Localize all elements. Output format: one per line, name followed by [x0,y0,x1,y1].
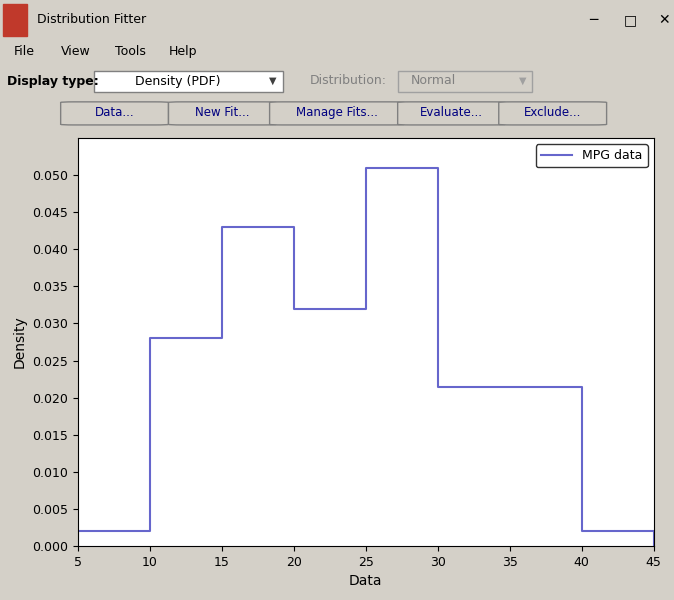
Text: File: File [13,45,34,58]
Text: □: □ [623,13,637,27]
FancyBboxPatch shape [398,102,506,125]
Y-axis label: Density: Density [12,316,26,368]
FancyBboxPatch shape [94,70,283,91]
Text: ▼: ▼ [269,76,277,86]
FancyBboxPatch shape [398,70,532,91]
Bar [3,4,27,35]
Text: Data...: Data... [95,106,134,119]
Text: ▼: ▼ [518,76,526,86]
Text: View: View [61,45,90,58]
FancyBboxPatch shape [270,102,404,125]
FancyBboxPatch shape [61,102,168,125]
Text: ─: ─ [589,13,597,27]
Text: Distribution Fitter: Distribution Fitter [37,13,146,26]
X-axis label: Data: Data [349,574,382,588]
Text: Normal: Normal [411,74,456,88]
FancyBboxPatch shape [499,102,607,125]
Text: Tools: Tools [115,45,146,58]
Text: ✕: ✕ [658,13,670,27]
Text: Distribution:: Distribution: [310,74,387,88]
Text: Exclude...: Exclude... [524,106,582,119]
Text: Display type:: Display type: [7,74,98,88]
Legend: MPG data: MPG data [536,144,648,167]
Text: Manage Fits...: Manage Fits... [296,106,378,119]
FancyBboxPatch shape [168,102,276,125]
Text: Help: Help [168,45,197,58]
Text: New Fit...: New Fit... [195,106,249,119]
Text: Density (PDF): Density (PDF) [135,74,220,88]
Text: Evaluate...: Evaluate... [420,106,483,119]
